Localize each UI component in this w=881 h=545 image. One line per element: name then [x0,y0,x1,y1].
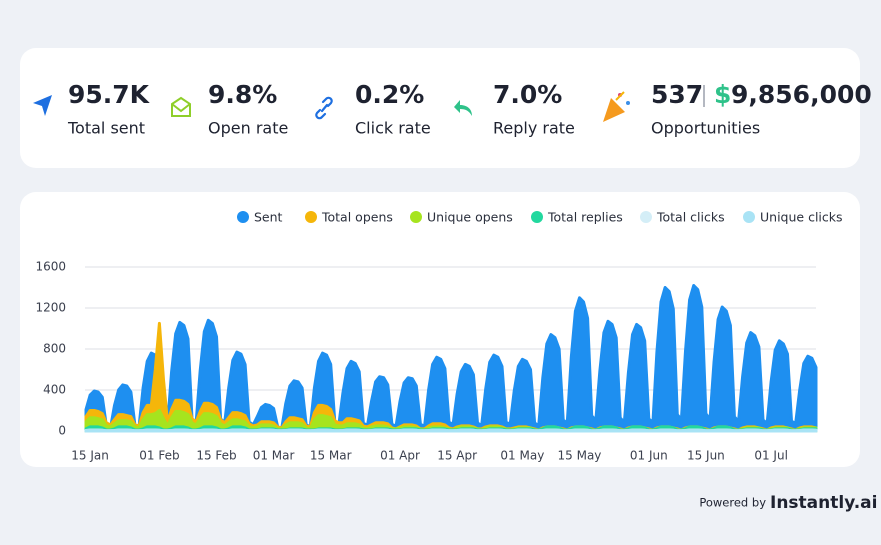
x-tick-label: 15 Apr [437,449,477,463]
x-tick-label: 01 Mar [253,449,295,463]
stat-value: 7.0% [493,80,562,109]
x-tick-label: 15 Jun [687,449,725,463]
stat-label: Total sent [67,119,145,138]
x-tick-label: 15 Feb [196,449,236,463]
y-tick-label: 1200 [35,301,66,315]
party-icon [603,91,630,122]
stat-label: Open rate [208,119,288,138]
reply-icon [454,100,472,116]
x-tick-label: 15 May [558,449,602,463]
legend-swatch [640,211,652,223]
legend-swatch [305,211,317,223]
y-tick-label: 0 [58,424,66,438]
legend-label: Total clicks [656,210,725,225]
legend-swatch [410,211,422,223]
legend-swatch [237,211,249,223]
stat-value: 537 [651,80,703,109]
click-icon [315,96,333,120]
legend-label: Total replies [547,210,623,225]
open-icon [171,96,191,117]
legend-label: Total opens [321,210,393,225]
x-tick-label: 01 Jun [630,449,668,463]
brand: Instantly.ai [770,493,877,513]
legend-swatch [743,211,755,223]
x-tick-label: 01 Apr [380,449,420,463]
y-tick-label: 800 [43,342,66,356]
sent-icon [33,95,52,116]
series-area [84,428,818,433]
x-tick-label: 01 Feb [139,449,179,463]
stat-value: 0.2% [355,80,424,109]
series-area [84,284,818,433]
y-tick-label: 1600 [35,260,66,274]
legend-label: Unique opens [427,210,513,225]
x-tick-label: 15 Mar [310,449,352,463]
stat-value: 95.7K [68,80,151,109]
x-tick-label: 01 May [500,449,544,463]
legend-label: Sent [254,210,283,225]
stat-label: Opportunities [651,119,760,138]
stat-value: 9.8% [208,80,277,109]
powered-by: Powered by [699,496,766,510]
x-tick-label: 15 Jan [71,449,109,463]
stat-label: Click rate [355,119,431,138]
currency-sign: $ [714,80,731,109]
stats-card [20,48,860,168]
legend-label: Unique clicks [760,210,843,225]
y-tick-label: 400 [43,383,66,397]
legend-swatch [531,211,543,223]
stat-amount: 9,856,000 [731,80,872,109]
x-tick-label: 01 Jul [754,449,788,463]
stat-label: Reply rate [493,119,575,138]
